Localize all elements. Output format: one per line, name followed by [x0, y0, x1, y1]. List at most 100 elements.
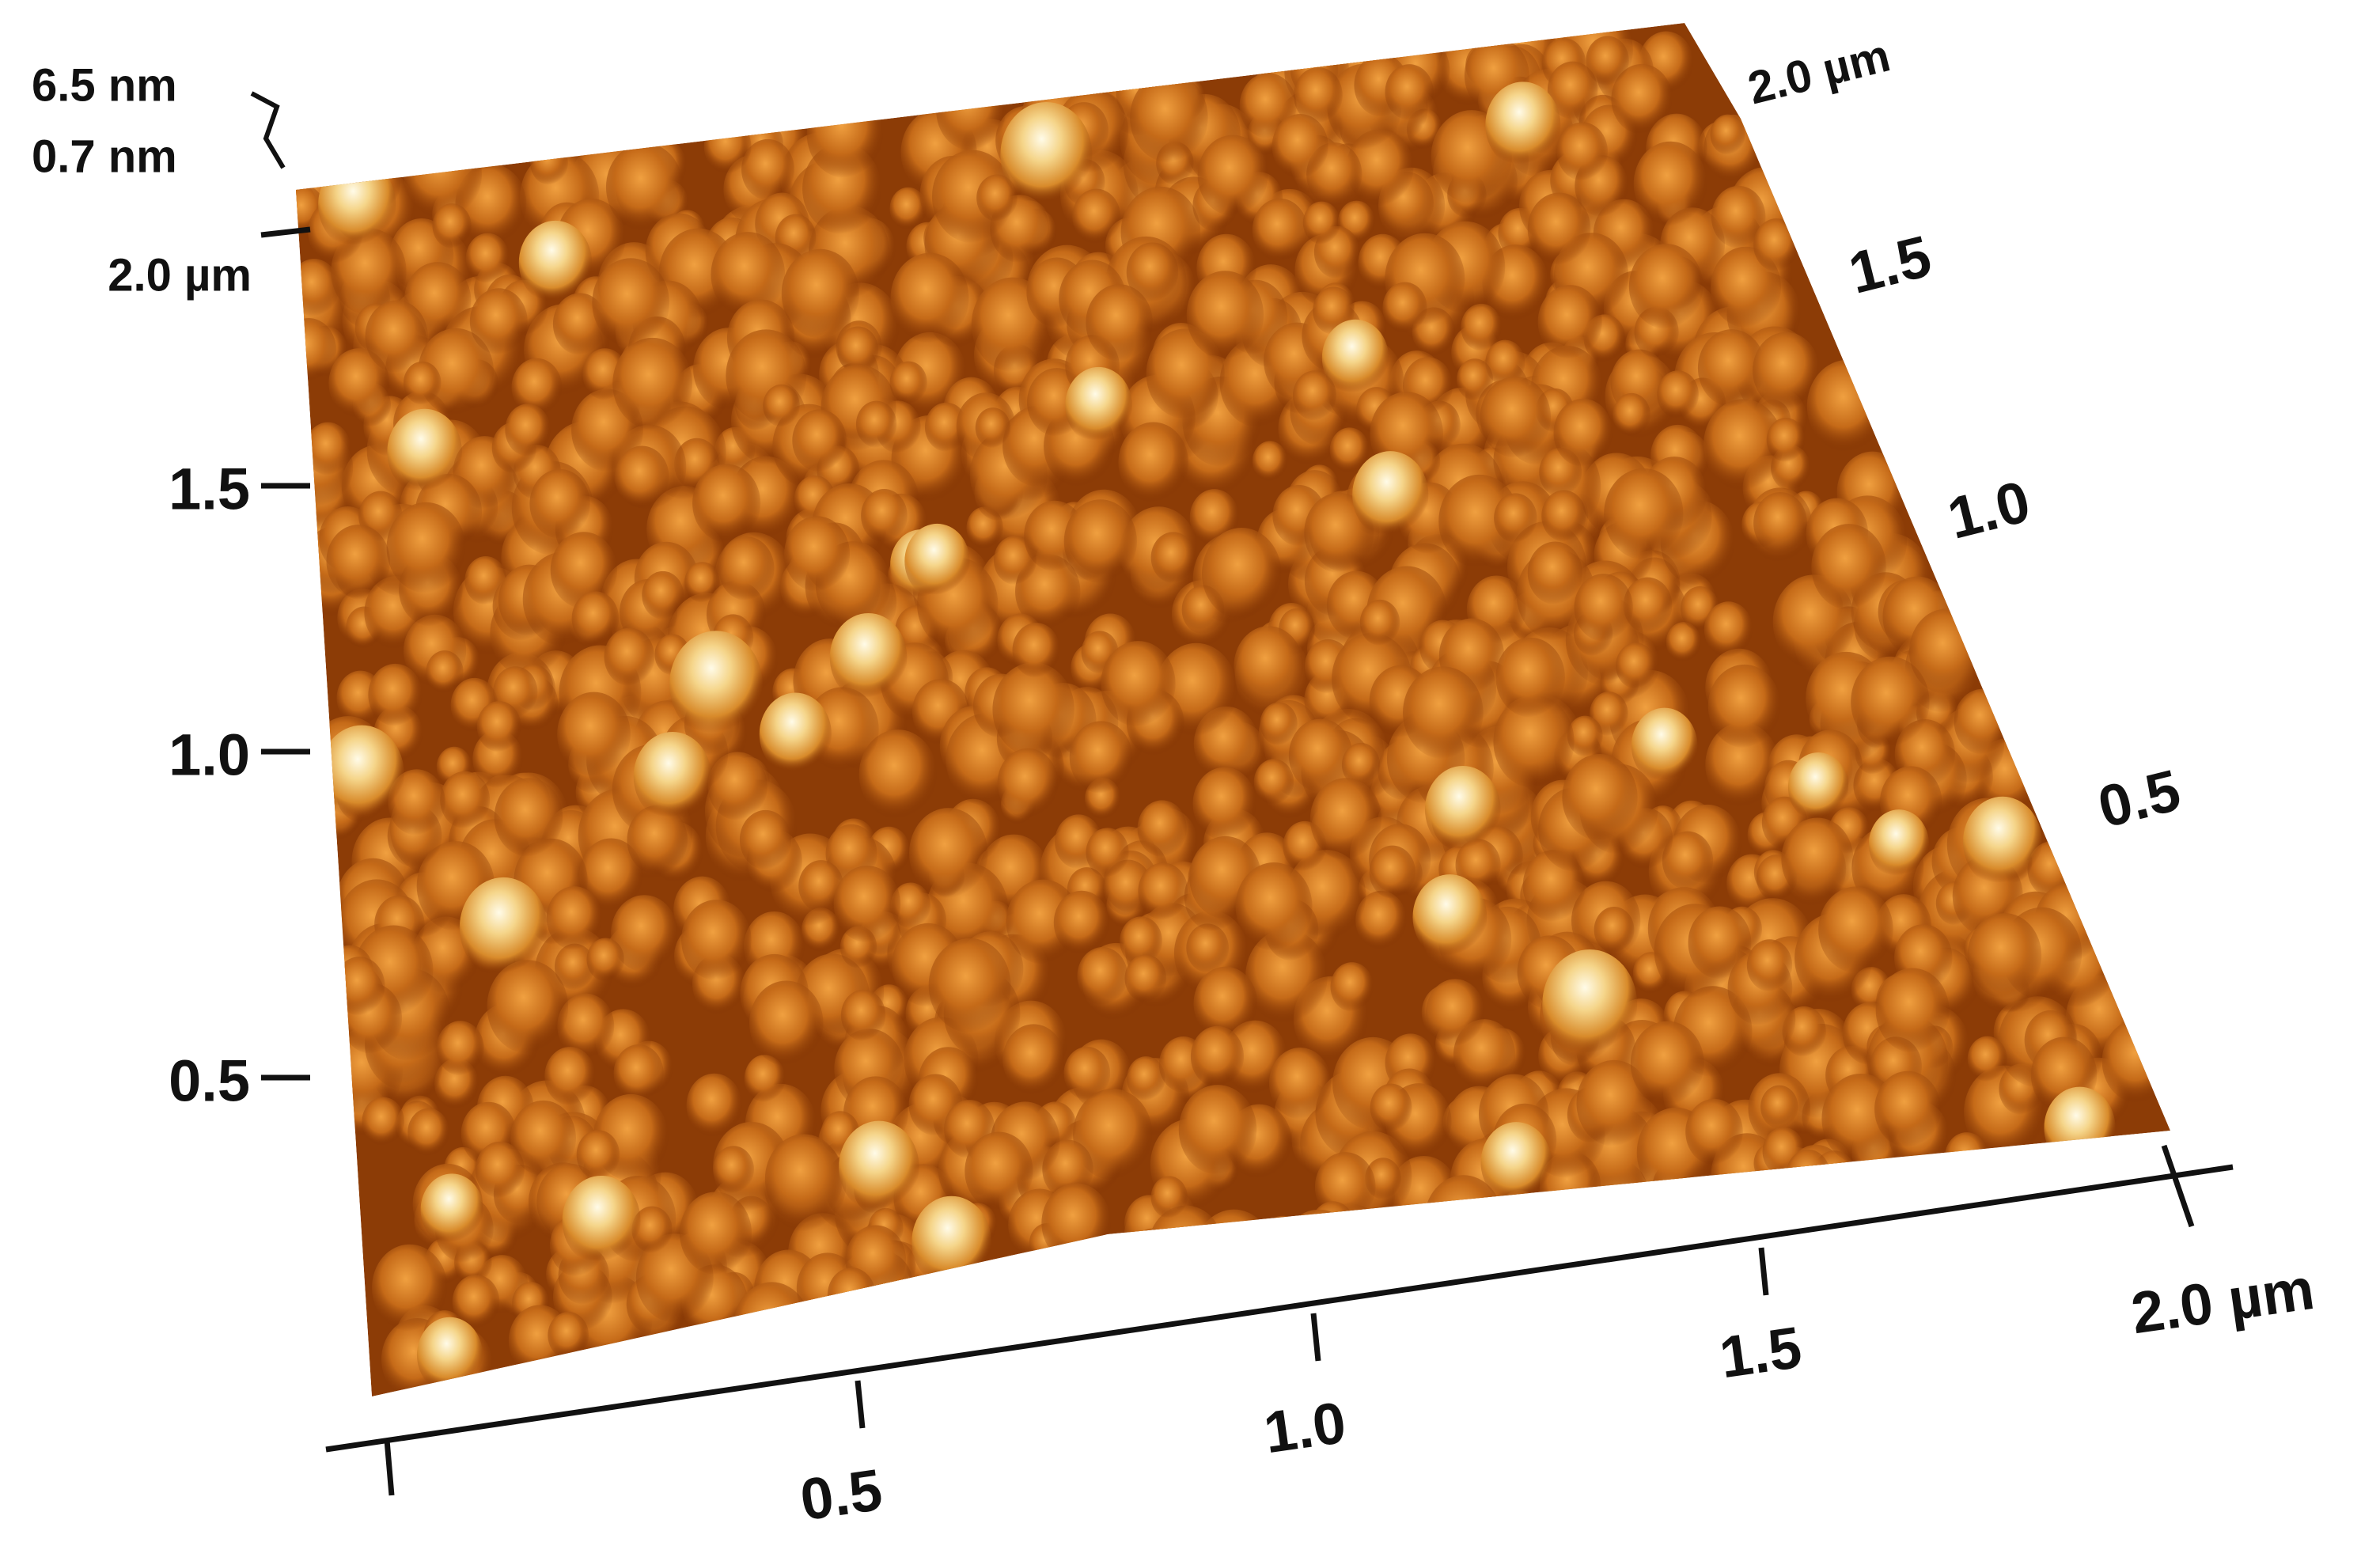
grain [440, 771, 491, 829]
grain [686, 1073, 742, 1138]
grain [1616, 642, 1656, 689]
grain [924, 402, 968, 452]
grain [1753, 218, 1800, 272]
grain [1704, 399, 1783, 491]
grain [1753, 492, 1807, 555]
grain [576, 1130, 620, 1180]
grain [1002, 1024, 1065, 1096]
right-tick-label: 1.5 [1843, 223, 1938, 306]
grain [1252, 441, 1288, 482]
grain [1292, 370, 1336, 421]
grain [1192, 767, 1256, 840]
grain [627, 805, 688, 875]
grain [487, 960, 569, 1054]
grain [997, 748, 1059, 819]
grain [1818, 886, 1893, 973]
peak [1787, 752, 1849, 822]
z-bracket [250, 91, 286, 169]
grain [1527, 192, 1591, 266]
grain [1370, 1083, 1412, 1132]
grain [739, 809, 792, 870]
grain [1874, 1070, 1941, 1148]
grain [296, 318, 336, 382]
grain [475, 1141, 525, 1199]
bottom-tick-label: 2.0 µm [2128, 1256, 2318, 1346]
right-tick-label: 1.0 [1942, 468, 2037, 551]
grain [890, 252, 969, 343]
grain [1851, 656, 1930, 748]
grain [840, 989, 886, 1041]
grain [1077, 947, 1128, 1006]
grain [546, 886, 602, 950]
peak [416, 1317, 483, 1393]
grain [1628, 244, 1704, 329]
grain [741, 138, 795, 200]
grain [928, 938, 1011, 1033]
grain [1193, 966, 1258, 1040]
grain [476, 701, 521, 752]
grain [1137, 800, 1187, 858]
grain [1762, 1127, 1805, 1176]
grain [1630, 1021, 1704, 1106]
grain [592, 258, 670, 347]
grain [1806, 359, 1888, 453]
grain [1329, 427, 1370, 473]
peak [387, 408, 462, 495]
grain [554, 943, 595, 991]
grain [1069, 721, 1133, 794]
grain [529, 468, 590, 539]
grain [764, 1134, 843, 1224]
grain [1197, 135, 1268, 216]
grain [1480, 376, 1552, 458]
grain [1697, 329, 1766, 407]
grain [613, 1044, 664, 1102]
peak [562, 1175, 641, 1266]
grain [1704, 601, 1753, 657]
grain [744, 1055, 786, 1102]
peak [1962, 796, 2042, 888]
grain [763, 384, 800, 427]
grain [1705, 722, 1779, 808]
grain [1494, 493, 1537, 544]
grain [1875, 968, 1950, 1053]
grain [1562, 754, 1638, 841]
grain [993, 536, 1037, 585]
peak [518, 220, 593, 305]
grain [1746, 939, 1793, 992]
grain [494, 778, 563, 857]
grain [1101, 641, 1176, 727]
grain [1556, 122, 1608, 181]
left-tick-label: 1.5 [169, 457, 250, 522]
grain [837, 326, 879, 374]
grain [833, 866, 901, 943]
grain [1495, 637, 1565, 718]
grain [544, 1047, 596, 1106]
grain [328, 348, 390, 419]
grain [858, 729, 938, 820]
grain [1710, 114, 1745, 155]
peak [633, 731, 711, 821]
grain [436, 1021, 484, 1076]
grain [579, 838, 643, 911]
grain [975, 407, 1010, 449]
grain [992, 662, 1074, 757]
grain [1150, 532, 1196, 583]
grain [1310, 1201, 1355, 1252]
peak [839, 1120, 919, 1214]
grain [1041, 1183, 1112, 1264]
peak [1868, 809, 1930, 879]
grain [1302, 201, 1340, 244]
z-min-label: 0.7 nm [32, 131, 177, 182]
grain [1138, 862, 1188, 920]
grain [452, 1275, 500, 1329]
grain [557, 692, 631, 777]
right-tick-label: 0.5 [2092, 757, 2187, 840]
peak [459, 877, 548, 979]
peak [759, 692, 832, 776]
grain [1053, 890, 1110, 955]
grain [1613, 392, 1650, 437]
peak [319, 725, 404, 823]
grain [403, 361, 442, 405]
z-max-label: 6.5 nm [32, 59, 177, 111]
grain [611, 895, 678, 972]
